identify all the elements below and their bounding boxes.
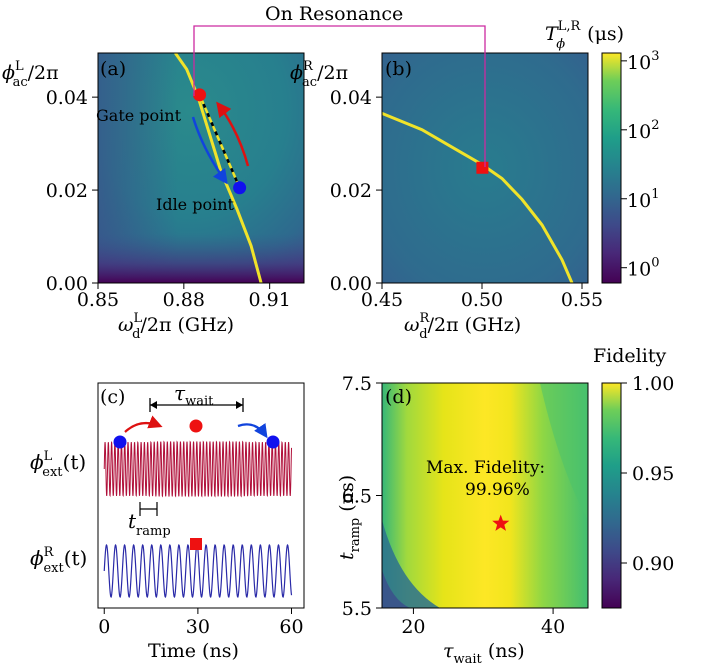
panel-a-shade-bottom bbox=[98, 233, 304, 283]
panel-a-xtick-label: 0.91 bbox=[249, 289, 291, 311]
c-gate-marker bbox=[189, 419, 203, 433]
panel-d-right-band bbox=[540, 383, 588, 520]
gate-point-marker bbox=[193, 88, 207, 102]
colorbar-T-title: TL,R ϕ (μs) bbox=[545, 19, 624, 52]
panel-d-ytick-label: 5.5 bbox=[342, 598, 372, 620]
panel-a-xtick-label: 0.88 bbox=[163, 289, 205, 311]
t-ramp-bracket: tramp bbox=[128, 502, 171, 539]
panel-b-ytick-label: 0.04 bbox=[330, 87, 372, 109]
max-fidelity-label: Max. Fidelity: bbox=[426, 458, 545, 478]
colorbar-F-tick-label: 1.00 bbox=[632, 373, 674, 395]
panel-c-label: (c) bbox=[100, 386, 125, 408]
colorbar-F-bar bbox=[601, 382, 622, 609]
idle-point-marker bbox=[233, 181, 247, 195]
panel-d-low-corner-inner bbox=[382, 570, 410, 608]
colorbar-T-tick-label: 103 bbox=[627, 49, 659, 74]
colorbar-F-title: Fidelity bbox=[593, 345, 666, 367]
panel-b-axes: 0.45 0.50 0.55 0.00 0.02 0.04 bbox=[330, 87, 603, 311]
panel-a: 0.85 0.88 0.910.000.020.04 (a) Gate point … bbox=[2, 52, 305, 342]
colorbar-T-tick-label: 100 bbox=[627, 256, 659, 281]
series-R-label: ϕR ext(t) bbox=[30, 545, 87, 576]
c-idle-marker-end bbox=[266, 435, 280, 449]
panel-b-resonance-curve bbox=[382, 112, 574, 283]
panel-c-xlabel: Time (ns) bbox=[148, 640, 239, 662]
panel-b-ytick-label: 0.02 bbox=[330, 180, 372, 202]
panel-a-ytick-label: 0.04 bbox=[46, 87, 88, 109]
panel-b-ylabel: ϕR ac/2π bbox=[290, 59, 348, 90]
panel-a-ytick-label: 0.02 bbox=[46, 180, 88, 202]
colorbar-T-ticks: 100 101 102 103 bbox=[621, 49, 659, 281]
t-ramp-label: tramp bbox=[128, 509, 171, 539]
panel-d-ytick-label: 7.5 bbox=[342, 373, 372, 395]
panel-c-frame bbox=[97, 382, 305, 609]
panel-d: 20 405.56.57.5 (d) Max. Fidelity: 99.96% … bbox=[336, 373, 589, 667]
colorbar-F-tick-label: 0.95 bbox=[632, 463, 674, 485]
colorbar-F-ticks: 0.90 0.95 1.00 bbox=[621, 373, 674, 575]
panel-a-axes: 0.85 0.88 0.91 0.00 0.02 0.04 bbox=[46, 87, 291, 311]
max-fidelity-star bbox=[492, 514, 510, 531]
panel-b: 0.45 0.50 0.55 0.00 0.02 0.04 (b) ϕR ac/2π ωR d… bbox=[290, 52, 603, 342]
panel-b-xtick-label: 0.45 bbox=[361, 289, 403, 311]
panel-b-ytick-label: 0.00 bbox=[330, 273, 372, 295]
colorbar-T-tick-label: 102 bbox=[627, 118, 659, 143]
panel-a-xlabel: ωL d/2π (GHz) bbox=[118, 311, 234, 342]
panel-d-xtick-label: 40 bbox=[541, 616, 565, 638]
series-L-label: ϕL ext(t) bbox=[30, 449, 86, 480]
panel-a-label: (a) bbox=[100, 58, 126, 80]
arrow-to-idle bbox=[191, 116, 228, 185]
waveform-L-trace bbox=[103, 440, 293, 498]
panel-c-xtick-label: 60 bbox=[279, 616, 303, 638]
panel-d-xtick-label: 20 bbox=[401, 616, 425, 638]
panel-b-xtick-label: 0.50 bbox=[461, 289, 503, 311]
gate-point-label: Gate point bbox=[96, 106, 182, 125]
panel-a-xtick-label: 0.85 bbox=[77, 289, 119, 311]
on-resonance-title: On Resonance bbox=[265, 3, 403, 25]
tau-wait-bracket: τwait bbox=[149, 381, 244, 412]
panel-c-axes: 0 30 60 bbox=[98, 608, 304, 638]
colorbar-F: 0.90 0.95 1.00 Fidelity bbox=[593, 345, 674, 609]
panel-d-low-corner bbox=[382, 520, 440, 608]
panel-d-ytick-label: 6.5 bbox=[342, 486, 372, 508]
panel-c-xtick-label: 30 bbox=[186, 616, 210, 638]
panel-a-resonance-curve bbox=[174, 53, 263, 283]
panel-a-ytick-label: 0.00 bbox=[46, 273, 88, 295]
panel-b-label: (b) bbox=[385, 58, 412, 80]
colorbar-T-tick-label: 101 bbox=[627, 187, 659, 212]
panel-d-ylabel: tramp (ns) bbox=[336, 475, 363, 560]
c-arrow-blue bbox=[237, 422, 268, 439]
on-resonance-bracket bbox=[193, 25, 486, 167]
panel-b-xtick-label: 0.55 bbox=[561, 289, 603, 311]
panel-d-xlabel: τwait (ns) bbox=[443, 640, 525, 667]
panel-c: (c) 0 30 60 τwait tramp ϕL ext(t) ϕR ext(t) bbox=[30, 381, 305, 662]
max-fidelity-value: 99.96% bbox=[465, 480, 530, 500]
panel-a-frame bbox=[97, 52, 305, 284]
idle-point-label: Idle point bbox=[156, 195, 235, 214]
tau-wait-label: τwait bbox=[174, 381, 214, 409]
c-resonance-marker bbox=[190, 538, 202, 550]
colorbar-F-tick-label: 0.90 bbox=[632, 553, 674, 575]
colorbar-T: 100 101 102 103 TL,R ϕ (μs) bbox=[545, 19, 659, 284]
colorbar-T-bar bbox=[601, 52, 622, 284]
panel-d-label: (d) bbox=[385, 386, 412, 408]
resonance-point-marker bbox=[476, 161, 489, 174]
panel-a-ylabel: ϕL ac/2π bbox=[2, 59, 59, 90]
c-idle-marker-start bbox=[113, 435, 127, 449]
waveform-L bbox=[103, 440, 293, 498]
panel-b-xlabel: ωR d/2π (GHz) bbox=[404, 311, 521, 342]
c-arrow-red bbox=[124, 415, 163, 433]
panel-c-xtick-label: 0 bbox=[98, 616, 110, 638]
gate-idle-dashed-line-yellow bbox=[198, 94, 241, 189]
arrow-to-gate bbox=[216, 101, 250, 167]
panel-d-axes: 20 40 5.5 6.5 7.5 bbox=[342, 373, 565, 638]
